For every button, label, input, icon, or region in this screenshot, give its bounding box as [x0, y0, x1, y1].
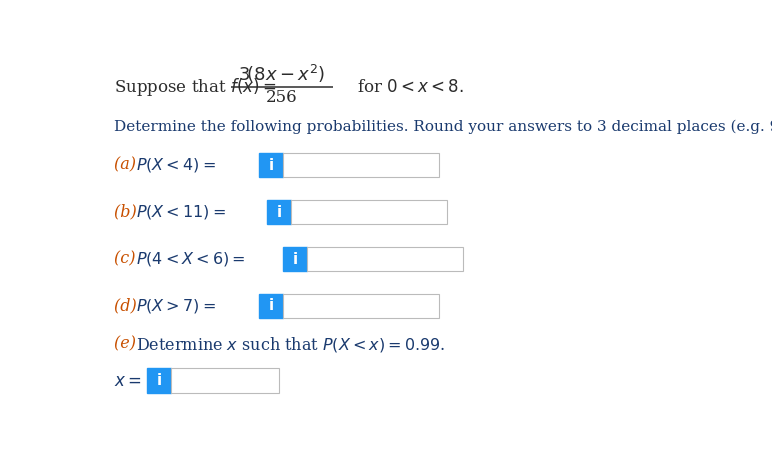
- Text: $P(X < 11) =$: $P(X < 11) =$: [137, 203, 226, 221]
- FancyBboxPatch shape: [267, 200, 291, 224]
- Text: i: i: [293, 252, 298, 267]
- FancyBboxPatch shape: [147, 368, 171, 393]
- Text: 256: 256: [266, 89, 298, 106]
- FancyBboxPatch shape: [291, 200, 446, 224]
- FancyBboxPatch shape: [259, 153, 283, 177]
- FancyBboxPatch shape: [283, 247, 307, 271]
- Text: $3\!\left(8x - x^2\right)$: $3\!\left(8x - x^2\right)$: [239, 63, 326, 85]
- Text: $P(X > 7) =$: $P(X > 7) =$: [137, 297, 216, 315]
- Text: $x =$: $x =$: [114, 372, 142, 390]
- Text: i: i: [157, 373, 162, 388]
- Text: i: i: [269, 158, 274, 173]
- Text: i: i: [269, 299, 274, 313]
- FancyBboxPatch shape: [283, 294, 438, 318]
- Text: (c): (c): [114, 250, 141, 267]
- Text: $P(X < 4) =$: $P(X < 4) =$: [137, 156, 216, 174]
- FancyBboxPatch shape: [283, 153, 438, 177]
- FancyBboxPatch shape: [259, 294, 283, 318]
- Text: Suppose that $f(x) =$: Suppose that $f(x) =$: [114, 76, 277, 98]
- Text: $P(4 < X < 6) =$: $P(4 < X < 6) =$: [137, 250, 246, 268]
- Text: Determine the following probabilities. Round your answers to 3 decimal places (e: Determine the following probabilities. R…: [114, 120, 772, 134]
- Text: for $0 < x < 8.$: for $0 < x < 8.$: [357, 78, 463, 96]
- FancyBboxPatch shape: [171, 368, 279, 393]
- Text: (d): (d): [114, 297, 142, 314]
- Text: i: i: [276, 205, 282, 220]
- Text: (e): (e): [114, 336, 141, 353]
- Text: (b): (b): [114, 204, 142, 221]
- FancyBboxPatch shape: [307, 247, 462, 271]
- Text: (a): (a): [114, 157, 141, 174]
- Text: Determine $x$ such that $P(X < x) = 0.99$.: Determine $x$ such that $P(X < x) = 0.99…: [137, 335, 445, 354]
